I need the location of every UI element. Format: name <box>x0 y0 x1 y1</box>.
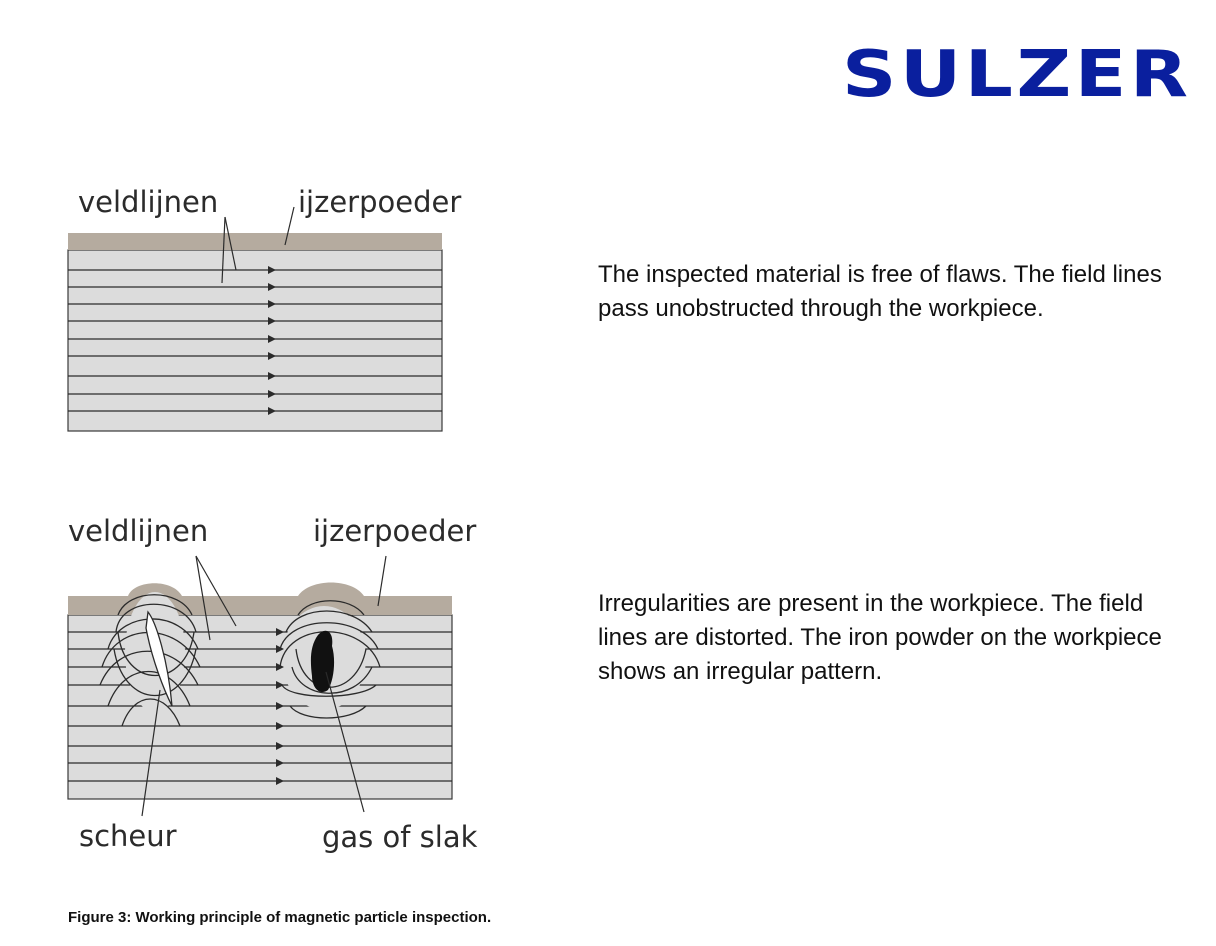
direction-arrows <box>276 628 284 785</box>
diagram-flawless: veldlijnen ijzerpoeder <box>67 185 461 432</box>
workpiece-body <box>67 249 443 432</box>
crack-distortion <box>99 592 201 727</box>
description-flawless: The inspected material is free of flaws.… <box>598 261 1162 322</box>
iron-powder-layer <box>68 233 442 250</box>
leader-lines <box>141 555 387 817</box>
label-gas-or-slag: gas of slak <box>322 820 478 854</box>
field-lines <box>68 269 442 412</box>
label-iron-powder: ijzerpoeder <box>313 514 476 548</box>
label-crack: scheur <box>79 819 177 853</box>
gas-slag-distortion <box>279 600 381 719</box>
leader-lines <box>221 206 295 284</box>
crack <box>145 610 173 707</box>
description-with-flaws: Irregularities are present in the workpi… <box>598 590 1162 685</box>
slag-inclusion <box>310 630 335 693</box>
iron-powder-layer <box>68 582 452 615</box>
label-iron-powder: ijzerpoeder <box>298 185 461 219</box>
direction-arrows <box>268 266 276 415</box>
figure-caption: Figure 3: Working principle of magnetic … <box>68 909 492 926</box>
diagram-with-flaws: veldlijnen ijzerpoeder scheur gas of sla… <box>67 514 478 854</box>
label-field-lines: veldlijnen <box>78 185 218 219</box>
sulzer-logo: SULZER <box>842 38 1192 112</box>
label-field-lines: veldlijnen <box>68 514 208 548</box>
